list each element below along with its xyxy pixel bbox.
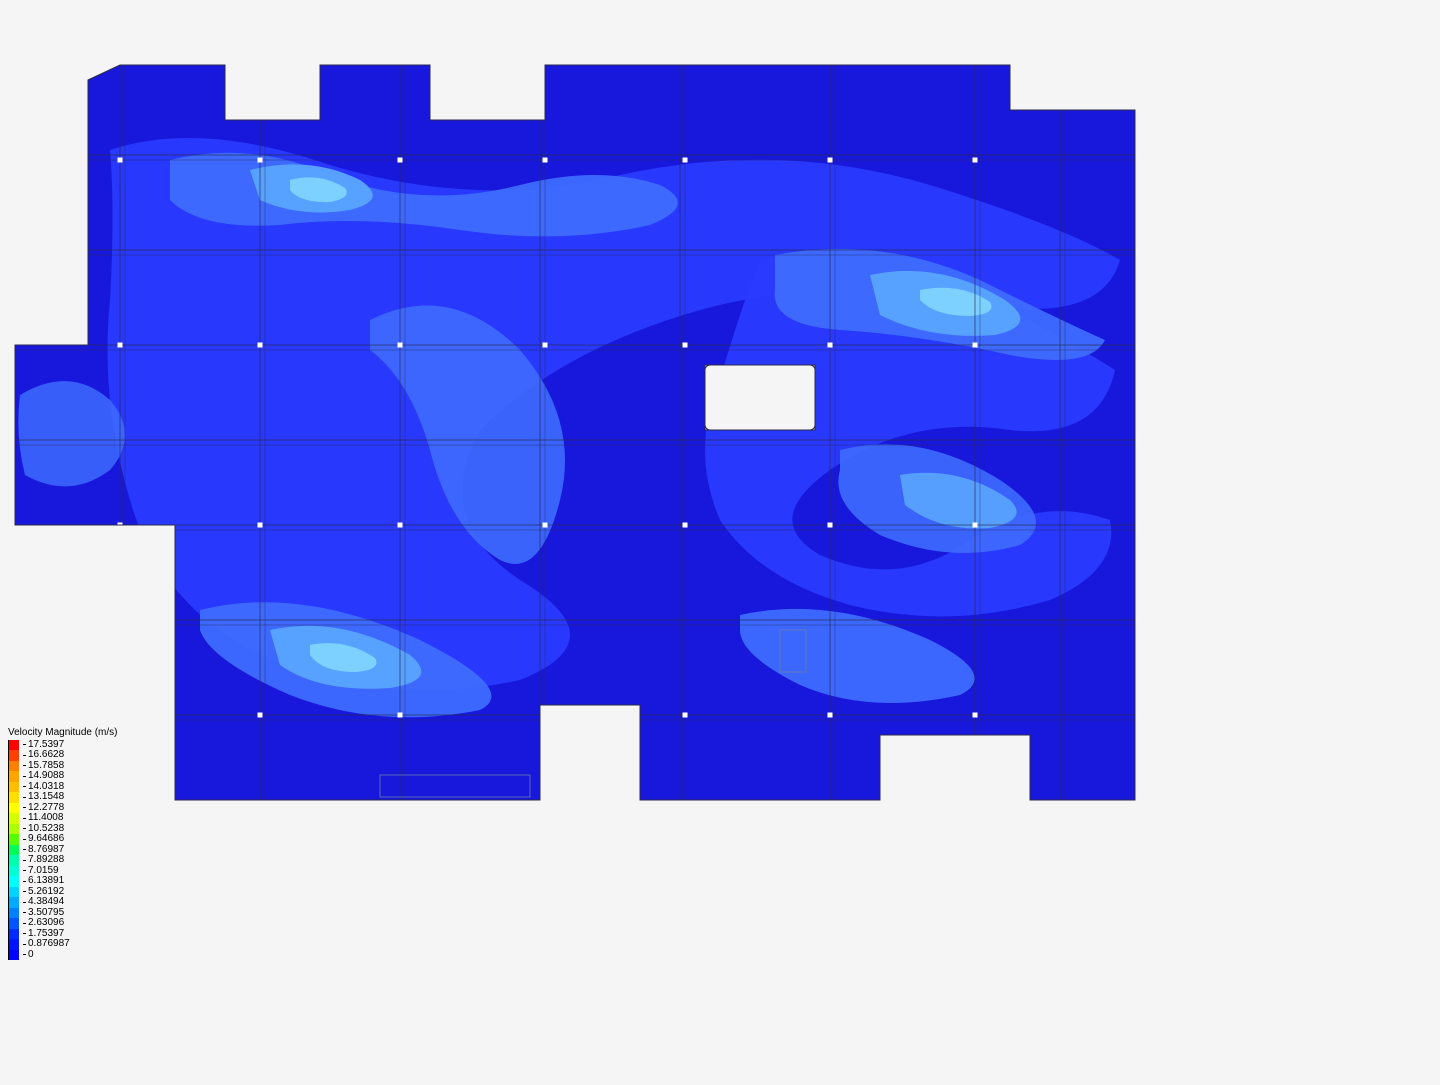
legend-swatch xyxy=(8,929,19,940)
legend-row: 14.9088 xyxy=(8,771,118,782)
legend-value: 4.38494 xyxy=(28,897,64,908)
legend-row: 11.4008 xyxy=(8,813,118,824)
legend-swatch xyxy=(8,866,19,877)
legend-value: 0 xyxy=(28,950,34,961)
legend-swatch xyxy=(8,876,19,887)
legend-swatch xyxy=(8,782,19,793)
legend-row: 13.1548 xyxy=(8,792,118,803)
legend-swatch xyxy=(8,803,19,814)
legend-row: 16.6628 xyxy=(8,750,118,761)
legend-items: 17.539716.662815.785814.908814.031813.15… xyxy=(8,740,118,961)
legend-swatch xyxy=(8,750,19,761)
legend-row: 9.64686 xyxy=(8,834,118,845)
legend-swatch xyxy=(8,792,19,803)
legend-row: 0 xyxy=(8,950,118,961)
legend-swatch xyxy=(8,761,19,772)
legend-value: 11.4008 xyxy=(28,813,63,824)
legend-swatch xyxy=(8,845,19,856)
cfd-contour-plot xyxy=(0,0,1440,1085)
legend-swatch xyxy=(8,908,19,919)
legend-swatch xyxy=(8,855,19,866)
legend-swatch xyxy=(8,939,19,950)
legend-row: 7.89288 xyxy=(8,855,118,866)
legend-swatch xyxy=(8,918,19,929)
legend-value: 6.13891 xyxy=(28,876,64,887)
legend-value: 2.63096 xyxy=(28,918,64,929)
legend-swatch xyxy=(8,740,19,751)
legend-value: 13.1548 xyxy=(28,792,64,803)
legend-row: 2.63096 xyxy=(8,918,118,929)
legend-value: 16.6628 xyxy=(28,750,64,761)
legend-row: 0.876987 xyxy=(8,939,118,950)
legend-value: 9.64686 xyxy=(28,834,64,845)
legend-title: Velocity Magnitude (m/s) xyxy=(8,727,118,738)
legend-swatch xyxy=(8,897,19,908)
legend-value: 7.89288 xyxy=(28,855,64,866)
legend-value: 14.9088 xyxy=(28,771,64,782)
legend-swatch xyxy=(8,813,19,824)
legend-swatch xyxy=(8,771,19,782)
legend-swatch xyxy=(8,950,19,961)
legend-row: 4.38494 xyxy=(8,897,118,908)
legend-swatch xyxy=(8,824,19,835)
legend-swatch xyxy=(8,887,19,898)
color-legend: Velocity Magnitude (m/s) 17.539716.66281… xyxy=(8,727,118,961)
legend-swatch xyxy=(8,834,19,845)
legend-value: 0.876987 xyxy=(28,939,70,950)
legend-row: 6.13891 xyxy=(8,876,118,887)
